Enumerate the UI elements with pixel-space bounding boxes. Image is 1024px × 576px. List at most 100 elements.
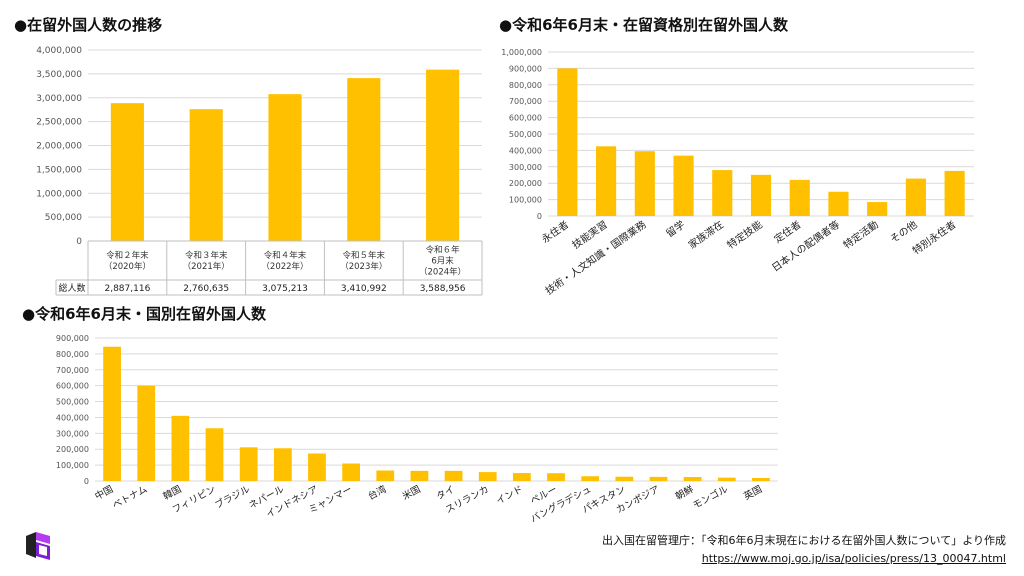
chart3-title: ●令和6年6月末・国別在留外国人数 — [22, 305, 266, 323]
y-tick-label: 0 — [84, 477, 89, 486]
data-label: 3,075,213 — [262, 284, 308, 294]
x-tick-label: 中国 — [93, 483, 115, 503]
bar — [712, 170, 733, 216]
bar — [512, 473, 531, 481]
bar — [581, 476, 600, 481]
data-label: 2,760,635 — [183, 284, 229, 294]
y-tick-label: 0 — [537, 212, 542, 221]
x-tick-label: 韓国 — [162, 484, 184, 503]
y-tick-label: 3,000,000 — [36, 94, 82, 104]
x-tick-label: ブラジル — [213, 483, 252, 512]
bar — [268, 94, 302, 241]
chart3-panel: 0 100,000 200,000 300,000 400,000 500,000 600,… — [40, 328, 800, 528]
x-tick-label: その他 — [888, 218, 920, 246]
bar — [596, 146, 617, 216]
x-tick-label: 定住者 — [771, 218, 803, 246]
bar — [717, 477, 736, 481]
bar — [171, 415, 190, 481]
chart2-panel: 0 100,000 200,000 300,000 400,000 500,000 600,… — [500, 40, 1000, 300]
bar — [649, 476, 668, 481]
y-tick-label: 300,000 — [56, 429, 89, 438]
y-tick-label: 600,000 — [56, 382, 89, 391]
x-tick-label: 令和５年末（2023年） — [340, 250, 387, 272]
x-tick-label: モンゴル — [691, 483, 731, 512]
bar — [683, 477, 702, 481]
bar — [634, 151, 655, 216]
y-tick-label: 800,000 — [56, 350, 89, 359]
y-tick-label: 300,000 — [509, 163, 542, 172]
source-line: 出入国在留管理庁：「令和6年6月末現在における在留外国人数について」より作成 — [602, 534, 1006, 547]
chart1-title: ●在留外国人数の推移 — [14, 16, 163, 34]
x-tick-label: 令和６年 6月末（2024年） — [419, 245, 466, 278]
x-tick-label: 特定活動 — [841, 218, 881, 252]
bar — [673, 155, 694, 216]
y-tick-label: 1,000,000 — [36, 189, 82, 199]
table-row-label: 総人数 — [58, 282, 85, 294]
bar — [308, 453, 326, 481]
bar — [752, 477, 770, 481]
y-tick-label: 700,000 — [56, 366, 89, 375]
y-tick-label: 2,500,000 — [36, 118, 82, 128]
brand-logo-icon — [26, 532, 50, 560]
data-label: 2,887,116 — [104, 284, 150, 294]
x-tick-label: 特定技能 — [724, 218, 764, 252]
bar — [557, 68, 578, 217]
x-tick-label: 留学 — [663, 218, 687, 240]
y-tick-label: 1,000,000 — [501, 48, 542, 57]
y-tick-label: 900,000 — [56, 334, 89, 343]
bar — [110, 103, 144, 241]
y-tick-label: 100,000 — [509, 196, 542, 205]
bar — [205, 428, 224, 481]
chart1-panel: 0 500,000 1,000,000 1,500,000 2,000,000 2,500… — [0, 40, 490, 300]
bar — [905, 178, 926, 216]
bar — [615, 476, 634, 481]
y-tick-label: 1,500,000 — [36, 165, 82, 175]
x-tick-label: 永住者 — [539, 218, 571, 246]
source-link[interactable]: https://www.moj.go.jp/isa/policies/press… — [701, 552, 1006, 565]
x-tick-label: 英国 — [742, 483, 764, 503]
y-tick-label: 700,000 — [509, 97, 542, 106]
data-label: 3,588,956 — [420, 284, 466, 294]
x-tick-label: 日本人の配偶者等 — [769, 218, 842, 275]
bar — [867, 202, 888, 216]
y-tick-label: 500,000 — [56, 398, 89, 407]
x-tick-label: 朝鮮 — [673, 483, 696, 503]
chart2-title: ●令和6年6月末・在留資格別在留外国人数 — [499, 16, 788, 34]
bar — [342, 463, 361, 481]
bar — [273, 448, 292, 481]
chart1-svg: 0 500,000 1,000,000 1,500,000 2,000,000 2,500… — [36, 46, 483, 296]
x-tick-label: タイ — [435, 484, 457, 503]
bar — [444, 470, 463, 481]
y-tick-label: 900,000 — [509, 64, 542, 73]
data-label: 3,410,992 — [341, 284, 387, 294]
chart3-svg: 0 100,000 200,000 300,000 400,000 500,000 600,… — [56, 334, 778, 525]
y-tick-label: 0 — [76, 237, 82, 247]
x-tick-label: 家族滞在 — [686, 218, 726, 252]
y-tick-label: 4,000,000 — [36, 46, 82, 56]
y-tick-label: 100,000 — [56, 461, 89, 470]
bar — [828, 191, 849, 216]
y-tick-label: 600,000 — [509, 114, 542, 123]
y-tick-label: 500,000 — [45, 213, 82, 223]
y-tick-label: 500,000 — [509, 130, 542, 139]
y-tick-label: 200,000 — [509, 179, 542, 188]
x-tick-label: 米国 — [400, 483, 422, 503]
y-tick-label: 2,000,000 — [36, 142, 82, 152]
bar — [103, 346, 121, 481]
bar — [239, 447, 258, 481]
bar — [789, 179, 810, 216]
x-tick-label: 特別永住者 — [910, 218, 958, 257]
y-tick-label: 400,000 — [56, 413, 89, 422]
bar — [547, 473, 565, 481]
bar — [750, 174, 772, 216]
bar — [376, 470, 395, 481]
x-tick-label: ベトナム — [111, 484, 149, 511]
y-tick-label: 200,000 — [56, 445, 89, 454]
x-tick-label: 令和３年末（2021年） — [183, 250, 230, 272]
y-tick-label: 3,500,000 — [36, 70, 82, 80]
x-tick-label: 令和４年末（2022年） — [261, 250, 308, 272]
bar — [944, 170, 965, 216]
bar — [478, 472, 497, 481]
y-tick-label: 800,000 — [509, 81, 542, 90]
bar — [426, 69, 460, 241]
